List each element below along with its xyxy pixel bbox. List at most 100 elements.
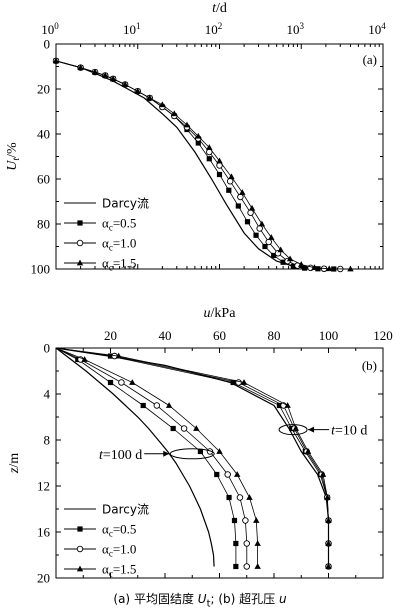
panel-b-xtick-label-2: 40	[159, 328, 172, 343]
panel-b-point-alpha_0.5_t100-10	[233, 563, 239, 570]
panel-a-point-alpha_1.0-18	[265, 238, 272, 246]
panel-a-xtick-label-1: 101	[123, 21, 141, 37]
panel-b-annot-label-0: t=10 d	[331, 424, 367, 439]
panel-a-point-alpha_0.5-15	[235, 203, 241, 209]
panel-b-point-alpha_1.5_t10-8	[325, 517, 332, 523]
panel-b-legend-label-3: αc=1.5	[102, 562, 136, 579]
panel-a-legend-label-3: αc=1.5	[102, 256, 136, 273]
panel-a-point-alpha_1.0-15	[237, 193, 244, 201]
panel-b-legend-label-1: αc=0.5	[102, 522, 136, 539]
panel-b-point-alpha_1.5_t10-9	[325, 540, 332, 546]
panel-b-point-alpha_0.5_t100-2	[107, 379, 114, 386]
panel-b-ytick-label-1: 4	[44, 387, 51, 402]
panel-a-xtick-label-4: 104	[368, 21, 386, 37]
panel-a-point-alpha_1.5-16	[248, 204, 256, 211]
panel-a-point-alpha_1.5-21	[298, 261, 305, 267]
panel-b-point-alpha_1.5_t10-4	[292, 425, 299, 431]
panel-a-ylabel: Ut/%	[5, 142, 22, 171]
panel-a-ytick-label-2: 40	[37, 127, 50, 142]
panel-b-point-alpha_1.5_t10-10	[325, 563, 332, 569]
panel-a-point-alpha_1.5-23	[326, 265, 333, 272]
panel-a-series-alpha_1.0	[55, 60, 341, 270]
panel-a-point-alpha_1.5-12	[206, 144, 213, 150]
caption-a-sub: t	[206, 598, 211, 610]
panel-b-xlabel: u/kPa	[204, 306, 237, 321]
figure: 100 101 102 103 104t/d020406080100Ut/%(a)Dar…	[5, 1, 393, 586]
panel-a-point-alpha_1.5-9	[171, 110, 178, 117]
figure-caption: (a) 平均固结度 Ut; (b) 超孔压 u	[0, 590, 400, 609]
panel-a-point-alpha_1.0-17	[256, 225, 263, 232]
panel-a-point-alpha_1.5-24	[347, 265, 354, 272]
panel-b-xtick-label-4: 80	[268, 328, 281, 343]
panel-b-point-alpha_1.5_t100-5	[216, 448, 223, 454]
panel-b-point-alpha_1.0_t100-4	[180, 425, 188, 432]
panel-a-xtick-label-0: 100	[41, 21, 59, 37]
panel-b-point-alpha_1.5_t10-1	[115, 352, 122, 359]
panel-a-point-alpha_0.5-13	[216, 171, 223, 178]
panel-b-point-alpha_1.5_t100-8	[253, 517, 260, 523]
panel-a-point-alpha_0.5-12	[206, 156, 212, 162]
panel-b-point-alpha_0.5_t100-9	[233, 540, 239, 547]
panel-b-point-alpha_0.5_t100-8	[231, 517, 238, 524]
panel-a-point-alpha_0.5-19	[271, 252, 277, 259]
panel-b-point-alpha_1.5_t100-10	[254, 563, 261, 569]
panel-b-point-alpha_1.5_t100-2	[129, 379, 136, 385]
panel-b-point-alpha_1.5_t100-3	[165, 402, 173, 408]
caption-a-var: U	[197, 592, 207, 606]
panel-b-point-alpha_1.5_t10-5	[304, 448, 312, 454]
panel-b-ylabel: z/m	[7, 453, 22, 474]
panel-b-series-alpha_1.0_t100	[55, 347, 248, 567]
panel-a-series-Darcy	[55, 60, 326, 270]
panel-b-xtick-label-6: 120	[373, 328, 393, 343]
panel-b-point-alpha_1.5_t100-1	[81, 356, 88, 362]
panel-b-point-alpha_1.0_t100-6	[224, 471, 231, 478]
panel-a-series-alpha_0.5	[55, 60, 334, 270]
panel-a-legend-label-2: αc=1.0	[102, 236, 136, 253]
panel-a-point-alpha_0.5-14	[226, 187, 232, 193]
panel-b-ytick-label-2: 8	[44, 433, 51, 448]
panel-b-point-alpha_0.5_t100-5	[197, 448, 204, 455]
panel-b-point-alpha_1.5_t100-6	[234, 471, 241, 477]
panel-a-point-alpha_1.5-14	[228, 173, 235, 180]
panel-a-point-alpha_1.5-2	[91, 68, 99, 75]
panel-b-ytick-label-4: 16	[37, 525, 51, 540]
caption-b-var: u	[278, 592, 287, 606]
panel-a-point-alpha_1.5-22	[311, 264, 318, 271]
panel-a-point-alpha_1.5-20	[286, 255, 294, 262]
panel-a-point-alpha_1.0-16	[247, 209, 254, 216]
panel-b-point-alpha_0.5_t10-1	[107, 353, 114, 359]
panel-b-point-alpha_0.5_t100-3	[140, 402, 146, 409]
panel-b-point-alpha_1.5_t10-7	[324, 494, 331, 500]
panel-a-ytick-label-5: 100	[31, 262, 51, 277]
panel-b-point-alpha_0.5_t10-3	[276, 402, 283, 409]
panel-b-point-alpha_1.5_t100-4	[193, 425, 200, 431]
panel-b-legend-label-2: αc=1.0	[102, 542, 136, 559]
panel-b-point-alpha_1.5_t10-6	[319, 471, 327, 477]
panel-b-legend-label-0: Darcy流	[102, 503, 149, 517]
panel-a-label: (a)	[363, 52, 377, 67]
panel-a-legend-marker-3	[76, 259, 84, 266]
panel-b-annot-ellipse-0	[278, 424, 308, 436]
caption-a-label: (a)	[113, 592, 131, 606]
caption-b-text: 超孔压	[239, 592, 279, 606]
panel-b-legend-marker-1	[77, 526, 83, 532]
panel-b-series-Darcy_t100	[55, 347, 215, 567]
panel-a-xtick-label-2: 102	[205, 21, 223, 37]
panel-a-legend-marker-1	[77, 220, 83, 226]
panel-b-point-alpha_0.5_t10-2	[230, 379, 236, 386]
panel-b-annot-arrowhead-0	[308, 426, 315, 433]
panel-b-point-alpha_0.5_t100-4	[170, 425, 176, 432]
panel-a-point-alpha_1.5-6	[134, 87, 141, 94]
panel-a-point-alpha_1.5-13	[216, 157, 223, 164]
panel-b-annot-arrowhead-1	[163, 450, 170, 457]
panel-b-point-alpha_1.5_t100-7	[246, 494, 253, 500]
panel-a-ytick-label-1: 20	[37, 82, 50, 97]
panel-a-point-alpha_0.5-18	[262, 243, 268, 250]
panel-b-ytick-label-3: 12	[37, 479, 50, 494]
panel-a-point-alpha_1.5-10	[183, 121, 191, 128]
panel-a-point-alpha_1.5-3	[102, 72, 109, 78]
panel-b-xtick-label-1: 20	[104, 328, 117, 343]
panel-b-xtick-label-3: 60	[213, 328, 226, 343]
panel-b-point-alpha_1.5_t10-2	[240, 379, 248, 385]
panel-a-point-alpha_1.5-1	[77, 64, 84, 71]
